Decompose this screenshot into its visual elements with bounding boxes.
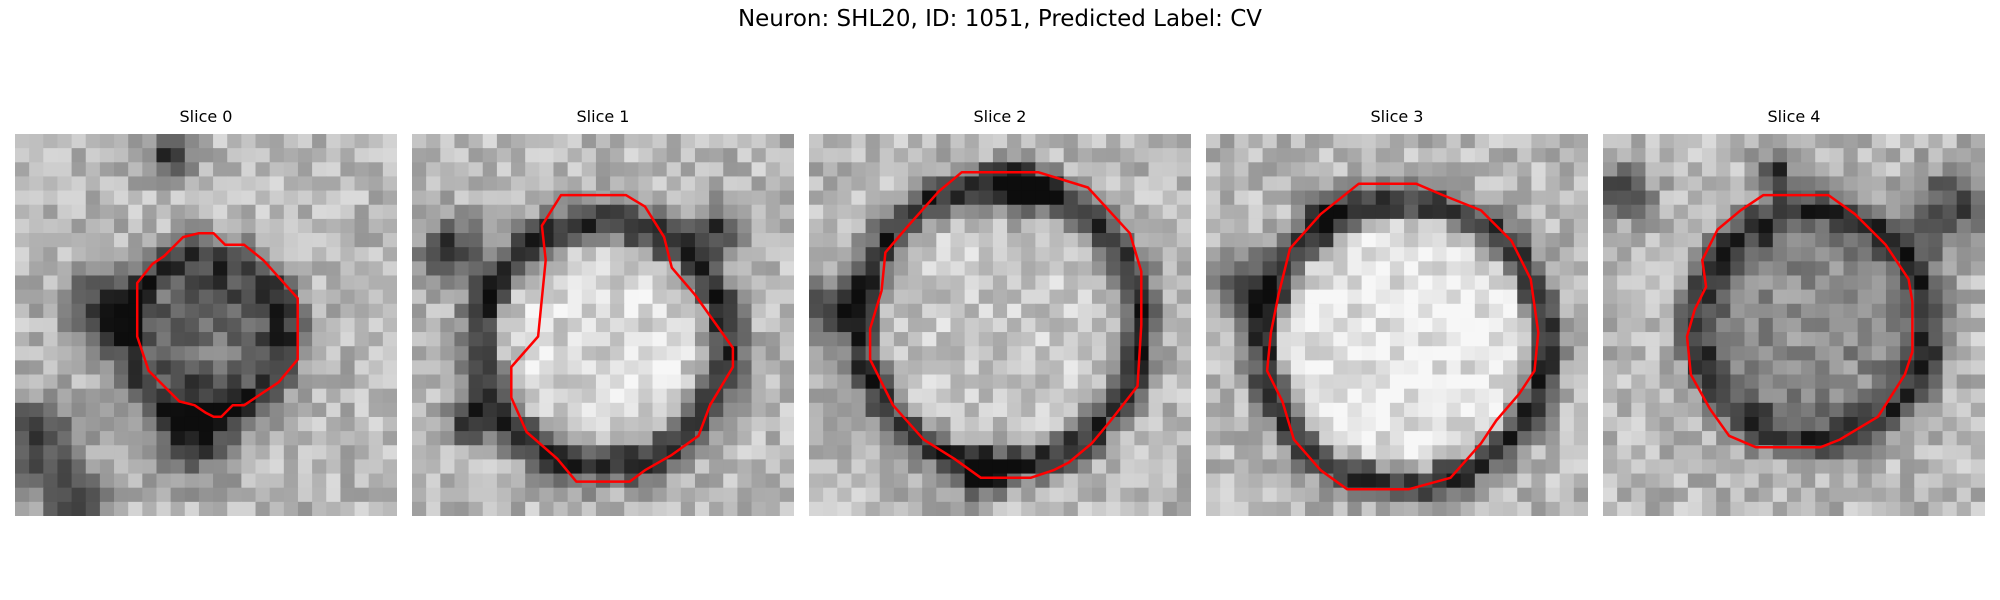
slice-3-title: Slice 3 bbox=[1370, 107, 1424, 126]
slice-4-contour bbox=[1685, 193, 1914, 449]
slice-4-title: Slice 4 bbox=[1767, 107, 1821, 126]
slice-1-panel bbox=[412, 134, 794, 516]
slice-2-contour bbox=[868, 170, 1143, 480]
slice-3-contour bbox=[1265, 182, 1540, 491]
slice-0-contour bbox=[135, 232, 299, 418]
slice-1-title: Slice 1 bbox=[576, 107, 630, 126]
slice-4-panel bbox=[1603, 134, 1985, 516]
slice-0-title: Slice 0 bbox=[179, 107, 233, 126]
slice-2-image bbox=[809, 134, 1191, 516]
slice-4-image bbox=[1603, 134, 1985, 516]
slice-2-title: Slice 2 bbox=[973, 107, 1027, 126]
slice-0-panel bbox=[15, 134, 397, 516]
slice-0-image bbox=[15, 134, 397, 516]
slice-1-contour bbox=[510, 193, 735, 483]
figure-title: Neuron: SHL20, ID: 1051, Predicted Label… bbox=[737, 6, 1263, 32]
slice-3-panel bbox=[1206, 134, 1588, 516]
slice-3-image bbox=[1206, 134, 1588, 516]
slice-2-panel bbox=[809, 134, 1191, 516]
slice-1-image bbox=[412, 134, 794, 516]
